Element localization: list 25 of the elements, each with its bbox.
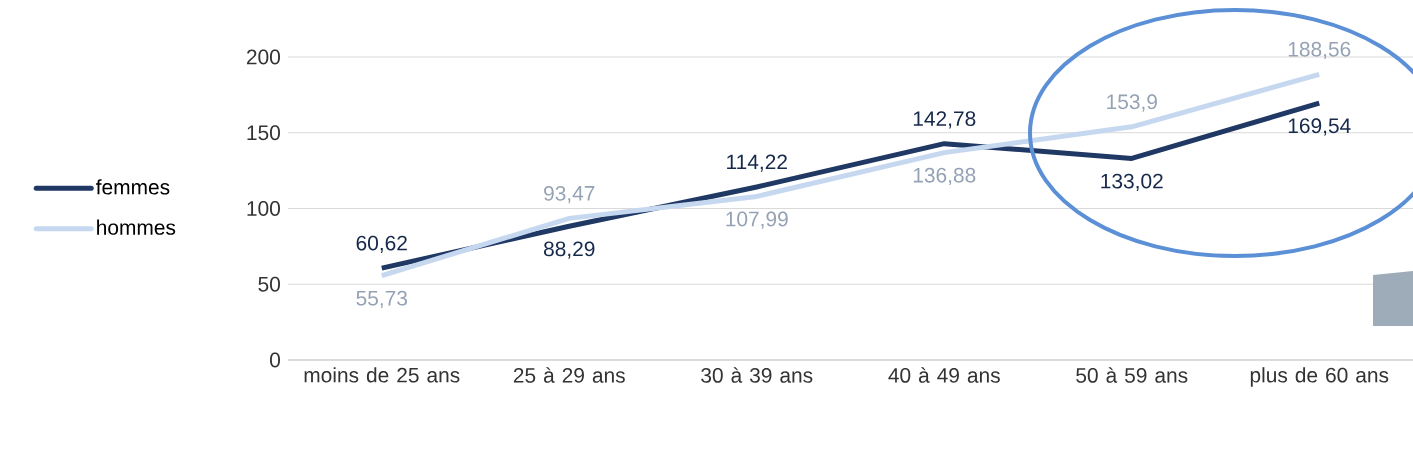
data-label: 88,29 — [543, 241, 595, 259]
x-tick-label: plus de 60 ans — [1250, 367, 1389, 387]
x-tick-label: 50 à 59 ans — [1076, 367, 1188, 383]
y-tick-label: 150 — [247, 125, 280, 141]
legend-label: hommes — [97, 219, 176, 235]
data-label: 60,62 — [356, 235, 407, 253]
data-label: 114,22 — [727, 154, 787, 172]
data-label: 133,02 — [1101, 173, 1163, 191]
x-tick-label: 30 à 39 ans — [701, 367, 813, 383]
data-label: 169,54 — [1288, 118, 1351, 136]
y-tick-label: 50 — [258, 276, 280, 292]
data-label: 93,47 — [544, 185, 595, 204]
legend-label: femmes — [96, 179, 170, 195]
data-label: 142,78 — [913, 111, 976, 129]
data-label: 136,88 — [913, 167, 976, 186]
y-tick-label: 200 — [246, 49, 280, 65]
x-tick-label: 40 à 49 ans — [888, 367, 1000, 383]
x-tick-label: 25 à 29 ans — [513, 367, 625, 383]
data-label: 107,99 — [726, 211, 788, 229]
data-label: 153,9 — [1107, 94, 1157, 112]
x-tick-label: moins de 25 ans — [304, 367, 460, 383]
y-tick-label: 100 — [247, 201, 280, 216]
data-label: 188,56 — [1288, 41, 1351, 60]
y-tick-label: 0 — [270, 352, 281, 368]
data-label: 55,73 — [356, 290, 408, 309]
